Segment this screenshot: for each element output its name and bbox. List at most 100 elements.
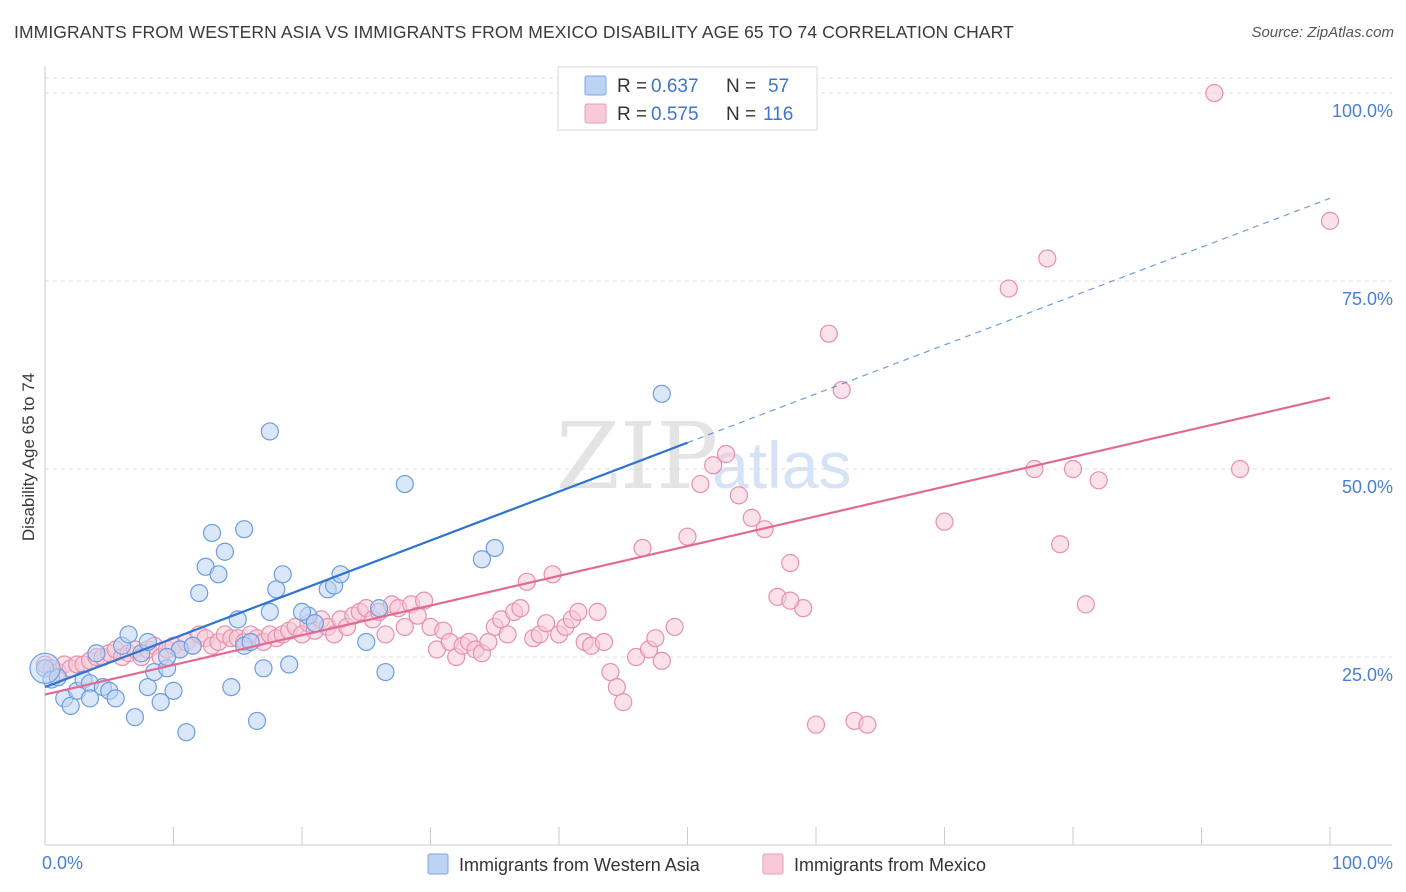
western-asia-point-46: [370, 599, 389, 618]
western-asia-point-52: [485, 538, 504, 558]
y-tick-label-25: 25.0%: [1342, 665, 1393, 685]
mexico-point-69: [479, 632, 498, 652]
mexico-point-92: [633, 538, 652, 558]
mexico-point-53: [376, 625, 395, 644]
western-asia-point-34: [254, 659, 273, 678]
western-asia-point-13: [119, 625, 138, 644]
western-asia-point-11: [106, 689, 125, 708]
mexico-point-94: [646, 629, 665, 648]
mexico-point-72: [498, 625, 517, 644]
trend-line-western-asia: [44, 441, 688, 689]
legend-n-label-2: N =: [726, 104, 756, 125]
series-mexico-points: [35, 83, 1340, 734]
western-asia-point-53: [472, 550, 491, 569]
mexico-point-56: [395, 617, 414, 637]
source-credit: Source: ZipAtlas.com: [1251, 24, 1394, 41]
x-tick-label-100: 100.0%: [1332, 853, 1393, 873]
mexico-point-107: [806, 715, 826, 734]
western-asia-point-large: [29, 652, 61, 684]
mexico-point-116: [1038, 249, 1057, 268]
legend-r-label-1: R =: [617, 76, 647, 97]
western-asia-point-26: [202, 523, 222, 543]
western-asia-point-43: [357, 632, 376, 652]
legend-swatch-blue: [584, 75, 607, 96]
mexico-point-100: [716, 444, 736, 464]
western-asia-point-38: [280, 655, 299, 674]
western-asia-point-33: [247, 711, 267, 731]
mexico-point-113: [935, 512, 954, 531]
mexico-point-121: [1205, 83, 1224, 103]
mexico-point-78: [537, 614, 556, 633]
western-asia-point-55: [260, 422, 279, 441]
mexico-point-101: [729, 486, 749, 505]
mexico-point-102: [742, 508, 761, 527]
x-tick-label-0: 0.0%: [42, 853, 83, 873]
legend-n-label-1: N =: [726, 76, 756, 97]
western-asia-point-35: [260, 602, 279, 621]
legend-r-value-2: 0.575: [651, 104, 699, 125]
legend-n-value-2: 116: [763, 104, 793, 125]
western-asia-point-56: [80, 689, 100, 708]
y-tick-label-50: 50.0%: [1342, 477, 1393, 497]
legend-bottom-swatch-pink: [762, 853, 784, 875]
western-asia-point-16: [138, 677, 157, 697]
mexico-point-88: [601, 662, 620, 682]
western-asia-point-50: [157, 647, 177, 667]
mexico-point-74: [511, 599, 530, 618]
mexico-point-97: [678, 527, 697, 546]
western-asia-point-18: [151, 693, 170, 712]
western-asia-point-8: [87, 644, 106, 663]
y-tick-label-100: 100.0%: [1332, 101, 1393, 121]
mexico-point-120: [1089, 471, 1108, 490]
western-asia-point-4: [61, 696, 80, 715]
legend-swatch-pink: [584, 103, 607, 124]
trend-lines: [44, 197, 1331, 696]
western-asia-point-22: [177, 723, 196, 742]
western-asia-point-36: [267, 580, 286, 599]
western-asia-point-23: [183, 636, 202, 655]
mexico-point-58: [408, 606, 427, 625]
mexico-point-115: [1025, 459, 1044, 479]
mexico-point-118: [1063, 459, 1083, 479]
mexico-point-122: [1320, 211, 1340, 230]
mexico-point-117: [1051, 535, 1070, 554]
western-asia-point-24: [190, 583, 209, 603]
mexico-point-112: [781, 591, 800, 610]
mexico-point-99: [704, 456, 723, 475]
mexico-point-90: [614, 693, 633, 712]
trend-line-western-asia-extension: [687, 197, 1331, 444]
mexico-point-105: [781, 553, 800, 573]
western-asia-point-20: [164, 681, 183, 700]
watermark-zip: ZIP: [556, 403, 718, 510]
western-asia-point-45: [395, 474, 414, 494]
mexico-point-111: [858, 715, 877, 734]
legend-bottom-swatch-blue: [427, 853, 449, 875]
mexico-point-96: [665, 617, 684, 637]
legend-r-value-1: 0.637: [651, 76, 699, 97]
mexico-point-95: [652, 651, 671, 670]
chart-title: IMMIGRANTS FROM WESTERN ASIA VS IMMIGRAN…: [14, 22, 1014, 42]
mexico-point-109: [832, 380, 851, 400]
mexico-point-123: [1230, 459, 1250, 479]
western-asia-point-28: [215, 542, 234, 561]
mexico-point-89: [607, 677, 626, 697]
mexico-point-87: [594, 632, 614, 652]
mexico-point-59: [414, 591, 434, 610]
grid-lines: [45, 77, 1392, 658]
series-legend: Immigrants from Western Asia Immigrants …: [427, 853, 986, 875]
western-asia-point-54: [652, 384, 671, 403]
mexico-point-114: [999, 279, 1018, 298]
mexico-point-86: [588, 602, 607, 621]
axes: [44, 66, 1392, 846]
series-western-asia-points: [29, 384, 671, 742]
mexico-point-119: [1076, 595, 1095, 614]
legend-bottom-label-western-asia: Immigrants from Western Asia: [459, 855, 701, 875]
mexico-point-98: [691, 474, 710, 494]
stats-legend: R = 0.637 N = 57 R = 0.575 N = 116: [557, 66, 818, 131]
mexico-point-83: [569, 602, 588, 621]
western-asia-point-44: [376, 662, 395, 682]
legend-n-value-1: 57: [768, 76, 789, 97]
western-asia-point-39: [235, 520, 254, 539]
trend-line-mexico: [44, 396, 1331, 696]
